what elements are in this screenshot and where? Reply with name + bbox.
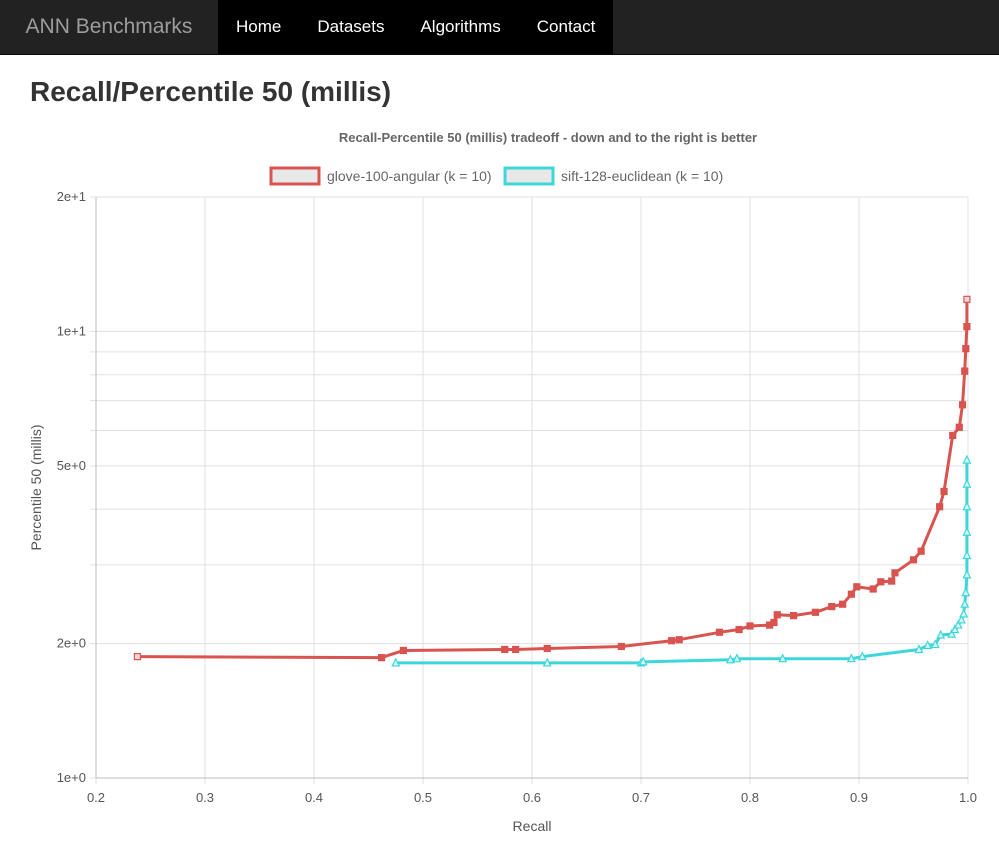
data-point [923,640,933,650]
x-tick-label: 1.0 [959,790,977,805]
data-point [962,526,972,536]
data-point [930,639,940,649]
data-point [909,556,918,564]
data-point [857,651,867,661]
data-point [811,608,820,616]
data-point [638,656,648,666]
data-point [950,624,960,634]
data-point [853,583,861,591]
data-point [746,622,754,630]
x-tick-label: 0.4 [305,790,323,805]
x-tick-label: 0.8 [741,790,759,805]
data-point [962,345,970,353]
x-tick-label: 0.9 [850,790,868,805]
page-title: Recall/Percentile 50 (millis) [30,76,392,107]
top-navbar: ANN Benchmarks Home Datasets Algorithms … [0,0,999,55]
data-point [917,547,925,555]
data-point [542,657,552,667]
y-tick-label: 1e+1 [57,323,86,338]
data-point [133,653,142,661]
data-point [735,625,743,634]
data-point [839,600,847,608]
nav-links: Home Datasets Algorithms Contact [218,0,614,54]
data-point [914,644,924,654]
data-point [869,585,877,593]
data-point [846,653,856,663]
data-point [962,550,972,560]
y-tick-label: 2e+1 [57,189,86,204]
data-point [377,654,386,662]
nav-home[interactable]: Home [236,17,282,36]
x-tick-label: 0.3 [196,790,214,805]
data-point [962,569,972,579]
data-point [947,628,957,638]
data-point [963,323,971,331]
brand-link[interactable]: ANN Benchmarks [25,15,193,38]
data-point [501,645,509,654]
data-point [888,577,896,585]
data-point [949,431,957,440]
data-point [778,653,788,663]
data-point [960,598,970,608]
data-point [963,295,971,303]
data-point [891,569,899,577]
data-point [936,503,944,511]
data-point [675,636,683,644]
data-point [773,611,781,619]
data-point [936,629,946,639]
y-axis-label: Percentile 50 (millis) [28,424,44,550]
data-point [958,401,967,409]
data-point [770,618,778,627]
x-tick-label: 0.5 [414,790,432,805]
data-point [543,644,551,653]
legend-label-1: glove-100-angular (k = 10) [327,168,492,184]
legend-swatch-1 [269,166,321,186]
legend-label-2: sift-128-euclidean (k = 10) [561,168,723,184]
x-tick-label: 0.7 [632,790,650,805]
data-point [399,646,407,655]
data-point [955,423,963,431]
data-point [962,454,972,464]
data-point [732,653,742,663]
chart-title: Recall-Percentile 50 (millis) tradeoff -… [339,130,757,145]
data-point [391,657,401,667]
nav-contact[interactable]: Contact [536,17,596,36]
data-point [940,487,948,496]
data-point [959,608,969,618]
data-point [725,654,735,664]
data-point [667,637,676,645]
x-tick-label: 0.2 [87,790,105,805]
data-point [962,501,972,511]
data-point [512,645,520,654]
series-line-2 [395,460,969,665]
data-point [953,619,963,629]
x-axis-label: Recall [513,818,552,834]
nav-algorithms[interactable]: Algorithms [420,17,501,36]
y-tick-label: 2e+0 [57,636,86,651]
data-point [828,602,836,611]
y-tick-label: 1e+0 [57,770,86,785]
data-point [961,587,971,597]
data-point [617,642,625,651]
data-point [962,478,972,488]
data-point [715,628,724,636]
data-point [956,614,966,624]
legend-swatch-2 [503,166,555,186]
data-point [789,612,798,620]
data-point [961,367,969,375]
x-tick-label: 0.6 [523,790,541,805]
y-tick-label: 5e+0 [57,458,86,473]
data-point [877,578,885,586]
nav-datasets[interactable]: Datasets [317,17,385,36]
data-point [847,590,855,598]
